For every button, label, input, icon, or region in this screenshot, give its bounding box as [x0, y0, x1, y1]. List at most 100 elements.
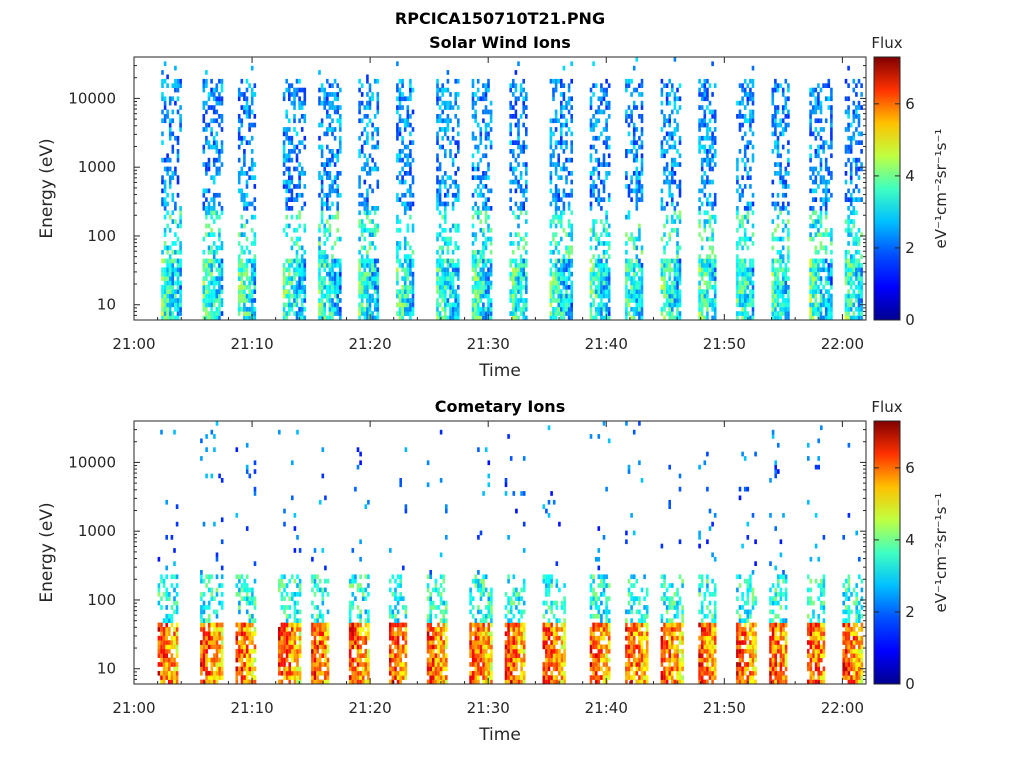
spectrogram-cell — [241, 272, 244, 277]
spectrogram-cell — [169, 132, 172, 137]
spectrogram-cell — [570, 79, 573, 84]
spectrogram-cell — [301, 127, 304, 132]
spectrogram-cell — [490, 303, 493, 308]
spectrogram-cell — [377, 110, 380, 115]
spectrogram-cell — [525, 307, 528, 312]
spectrogram-cell — [301, 171, 304, 176]
spectrogram-cell — [409, 88, 412, 93]
x-tick-label: 21:10 — [230, 335, 273, 353]
spectrogram-cell — [598, 276, 601, 281]
spectrogram-cell — [477, 294, 480, 299]
spectrogram-cell — [243, 675, 246, 680]
spectrogram-cell — [436, 232, 439, 237]
spectrogram-cell — [747, 145, 750, 150]
spectrogram-cell — [633, 105, 636, 110]
spectrogram-cell — [676, 259, 679, 264]
spectrogram-cell — [396, 61, 399, 66]
spectrogram-cell — [291, 215, 294, 220]
spectrogram-cell — [661, 88, 664, 93]
spectrogram-cell — [592, 83, 595, 88]
spectrogram-cell — [853, 254, 856, 259]
spectrogram-cell — [515, 294, 518, 299]
spectrogram-cell — [210, 197, 213, 202]
spectrogram-cell — [855, 259, 858, 264]
spectrogram-cell — [203, 307, 206, 312]
spectrogram-cell — [605, 294, 608, 299]
spectrogram-cell — [371, 123, 374, 128]
spectrogram-cell — [714, 118, 717, 123]
spectrogram-cell — [288, 303, 291, 308]
spectrogram-cell — [747, 285, 750, 290]
spectrogram-cell — [739, 127, 742, 132]
spectrogram-cell — [779, 132, 782, 137]
spectrogram-cell — [815, 180, 818, 185]
spectrogram-cell — [404, 294, 407, 299]
spectrogram-cell — [221, 259, 224, 264]
spectrogram-cell — [288, 184, 291, 189]
spectrogram-cell — [563, 96, 566, 101]
spectrogram-cell — [158, 623, 161, 628]
spectrogram-cell — [249, 601, 252, 606]
spectrogram-cell — [210, 228, 213, 233]
spectrogram-cell — [482, 311, 485, 316]
spectrogram-cell — [366, 162, 369, 167]
spectrogram-cell — [480, 96, 483, 101]
spectrogram-cell — [251, 202, 254, 207]
spectrogram-cell — [671, 285, 674, 290]
spectrogram-cell — [213, 162, 216, 167]
spectrogram-cell — [241, 193, 244, 198]
spectrogram-cell — [366, 272, 369, 277]
spectrogram-cell — [369, 184, 372, 189]
spectrogram-cell — [605, 228, 608, 233]
spectrogram-cell — [787, 140, 790, 145]
spectrogram-cell — [208, 601, 211, 606]
spectrogram-cell — [482, 153, 485, 158]
spectrogram-cell — [663, 289, 666, 294]
spectrogram-cell — [441, 259, 444, 264]
spectrogram-cell — [236, 636, 239, 641]
spectrogram-cell — [166, 303, 169, 308]
spectrogram-cell — [603, 281, 606, 286]
spectrogram-cell — [169, 267, 172, 272]
spectrogram-cell — [164, 285, 167, 290]
spectrogram-cell — [485, 307, 488, 312]
spectrogram-cell — [213, 298, 216, 303]
spectrogram-cell — [251, 241, 254, 246]
spectrogram-cell — [858, 175, 861, 180]
spectrogram-cell — [515, 202, 518, 207]
spectrogram-cell — [249, 631, 252, 636]
spectrogram-cell — [171, 671, 174, 676]
spectrogram-cell — [592, 281, 595, 286]
spectrogram-cell — [853, 289, 856, 294]
spectrogram-cell — [752, 307, 755, 312]
spectrogram-cell — [711, 136, 714, 141]
spectrogram-cell — [165, 627, 168, 632]
spectrogram-cell — [714, 263, 717, 268]
spectrogram-cell — [254, 83, 257, 88]
spectrogram-cell — [785, 180, 788, 185]
spectrogram-cell — [296, 294, 299, 299]
spectrogram-cell — [361, 307, 364, 312]
spectrogram-cell — [208, 272, 211, 277]
spectrogram-cell — [520, 259, 523, 264]
spectrogram-cell — [741, 101, 744, 106]
spectrogram-cell — [361, 246, 364, 251]
spectrogram-cell — [447, 246, 450, 251]
spectrogram-cell — [668, 171, 671, 176]
spectrogram-cell — [676, 289, 679, 294]
spectrogram-cell — [358, 219, 361, 224]
spectrogram-cell — [321, 189, 324, 194]
spectrogram-cell — [704, 92, 707, 97]
spectrogram-cell — [668, 259, 671, 264]
spectrogram-cell — [706, 219, 709, 224]
spectrogram-cell — [169, 259, 172, 264]
spectrogram-cell — [374, 303, 377, 308]
spectrogram-cell — [164, 307, 167, 312]
spectrogram-cell — [364, 311, 367, 316]
spectrogram-cell — [366, 263, 369, 268]
spectrogram-cell — [747, 210, 750, 215]
spectrogram-cell — [472, 263, 475, 268]
spectrogram-cell — [663, 281, 666, 286]
spectrogram-cell — [241, 596, 244, 601]
spectrogram-cell — [714, 281, 717, 286]
